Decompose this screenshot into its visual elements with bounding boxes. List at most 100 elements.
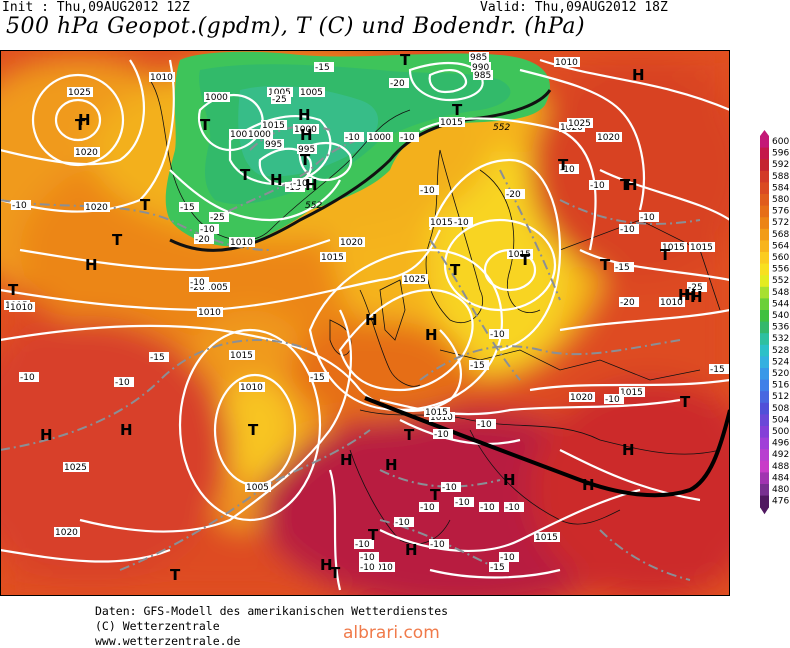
legend-arrow-top: [760, 130, 769, 136]
low-pressure-marker: T: [75, 116, 86, 134]
legend-value: 552: [772, 276, 789, 286]
legend-swatch: [760, 321, 769, 334]
high-pressure-marker: H: [340, 451, 353, 469]
temperature-label: -10: [200, 225, 215, 235]
legend-value: 508: [772, 404, 789, 414]
temperature-label: -20: [620, 298, 635, 308]
legend-swatch: [760, 484, 769, 497]
isobar-label: 1015: [230, 351, 253, 361]
init-time-label: Init : Thu,09AUG2012 12Z: [2, 0, 190, 15]
low-pressure-marker: T: [558, 156, 569, 174]
isobar-label: 1010: [240, 383, 263, 393]
temperature-label: -20: [506, 190, 521, 200]
temperature-label: -15: [615, 263, 630, 273]
high-pressure-marker: H: [582, 476, 595, 494]
isobar-label: 1010: [370, 563, 393, 573]
legend-swatch: [760, 194, 769, 207]
legend-value: 584: [772, 183, 789, 193]
chart-title: 500 hPa Geopot.(gpdm), T (C) und Bodendr…: [6, 14, 586, 39]
valid-time-label: Valid: Thu,09AUG2012 18Z: [480, 0, 668, 15]
high-pressure-marker: H: [320, 556, 333, 574]
legend-value: 500: [772, 427, 789, 437]
low-pressure-marker: T: [452, 101, 463, 119]
legend-swatch: [760, 414, 769, 427]
isobar-label: 1020: [597, 133, 620, 143]
low-pressure-marker: T: [600, 256, 611, 274]
legend-swatch: [760, 356, 769, 369]
isobar-label: 1005: [300, 88, 323, 98]
high-pressure-marker: H: [40, 426, 53, 444]
legend-value: 600: [772, 137, 789, 147]
temperature-label: -10: [430, 540, 445, 550]
website-text: www.wetterzentrale.de: [95, 634, 241, 648]
low-pressure-marker: T: [404, 426, 415, 444]
high-pressure-marker: H: [425, 326, 438, 344]
isobar-label: 1015: [430, 218, 453, 228]
isobar-label: 1000: [294, 125, 317, 135]
low-pressure-marker: T: [430, 486, 441, 504]
legend-swatch: [760, 217, 769, 230]
legend-swatch: [760, 228, 769, 241]
legend-value: 476: [772, 497, 789, 507]
isobar-label: 1010: [430, 413, 453, 423]
isobar-label: 1010: [10, 303, 33, 313]
temperature-label: -10: [605, 395, 620, 405]
temperature-label: -10: [455, 498, 470, 508]
isobar-label: 1005: [205, 283, 228, 293]
high-pressure-marker: H: [684, 286, 697, 304]
legend-value: 560: [772, 253, 789, 263]
temperature-label: -20: [390, 79, 405, 89]
legend-value: 488: [772, 462, 789, 472]
legend-value: 524: [772, 357, 789, 367]
isobar-label: 1015: [662, 243, 685, 253]
low-pressure-marker: T: [240, 166, 251, 184]
low-pressure-marker: T: [248, 421, 259, 439]
temperature-label: -15: [315, 63, 330, 73]
legend-swatch: [760, 205, 769, 218]
temperature-label: -10: [12, 201, 27, 211]
isobar-label: 1010: [150, 73, 173, 83]
low-pressure-marker: T: [660, 246, 671, 264]
legend-value: 568: [772, 230, 789, 240]
isobar-label: 1020: [85, 203, 108, 213]
low-pressure-marker: T: [620, 176, 631, 194]
high-pressure-marker: H: [78, 111, 91, 129]
isobar-label: 1020: [340, 238, 363, 248]
temperature-label: -15: [310, 373, 325, 383]
temperature-label: -15: [470, 361, 485, 371]
temperature-label: -10: [360, 563, 375, 573]
isobar-label: 1020: [55, 528, 78, 538]
high-pressure-marker: H: [120, 421, 133, 439]
temperature-label: -10: [345, 133, 360, 143]
legend-value: 492: [772, 450, 789, 460]
legend-swatch: [760, 472, 769, 485]
isobar-label: 1020: [75, 148, 98, 158]
copyright-text: (C) Wetterzentrale: [95, 619, 220, 633]
isobar-label: 985: [470, 53, 487, 63]
legend-value: 528: [772, 346, 789, 356]
temperature-label: -10: [490, 330, 505, 340]
low-pressure-marker: T: [8, 281, 19, 299]
temperature-label: -10: [442, 483, 457, 493]
high-pressure-marker: H: [85, 256, 98, 274]
temperature-label: -10: [454, 218, 469, 228]
temperature-label: -10: [480, 503, 495, 513]
legend-swatch: [760, 426, 769, 439]
temperature-label: -15: [490, 563, 505, 573]
isobar-label: 1000: [248, 130, 271, 140]
high-pressure-marker: H: [298, 106, 311, 124]
low-pressure-marker: T: [450, 261, 461, 279]
isobar-label: 1010: [555, 58, 578, 68]
isobar-label: 1000: [368, 133, 391, 143]
low-pressure-marker: T: [520, 251, 531, 269]
legend-swatch: [760, 263, 769, 276]
legend-swatch: [760, 182, 769, 195]
data-source-text: Daten: GFS-Modell des amerikanischen Wet…: [95, 604, 449, 618]
isobar-label: 1025: [64, 463, 87, 473]
temperature-label: -20: [195, 235, 210, 245]
isobar-label: 1015: [425, 408, 448, 418]
legend-value: 556: [772, 265, 789, 275]
low-pressure-marker: T: [140, 196, 151, 214]
isobar-label: 1020: [570, 393, 593, 403]
